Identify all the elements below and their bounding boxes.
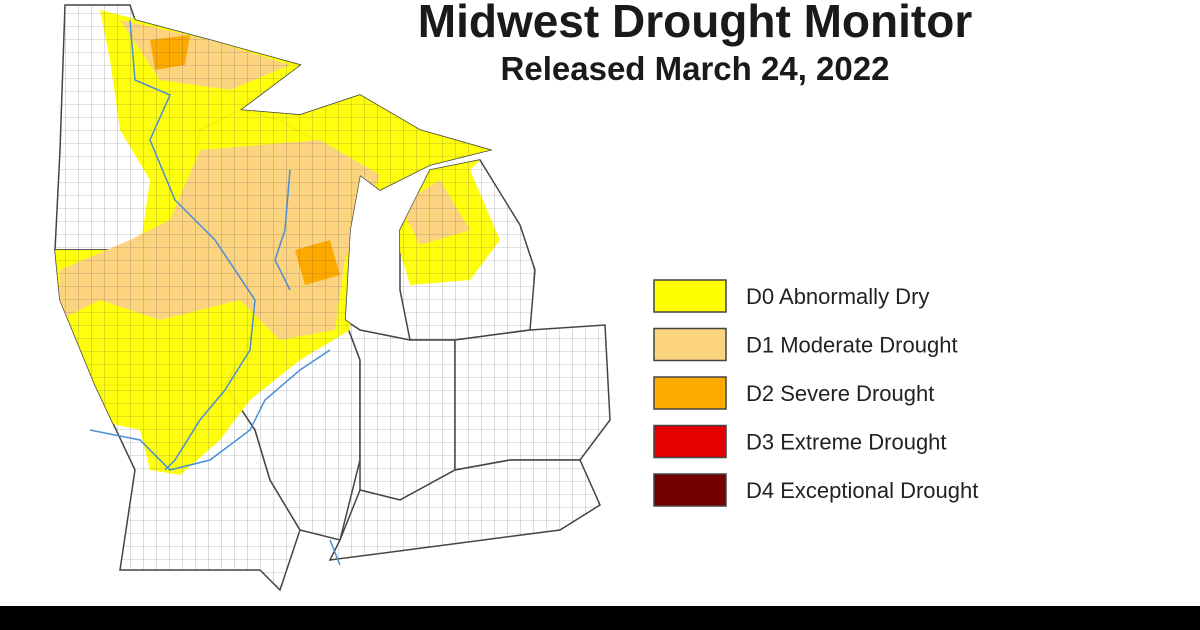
title: Midwest Drought Monitor: [417, 0, 973, 47]
legend-label: D0 Abnormally Dry: [746, 284, 929, 309]
legend-swatch: [653, 376, 727, 410]
legend-swatch: [653, 279, 727, 313]
county-lines: [55, 5, 610, 590]
legend-label: D3 Extreme Drought: [746, 429, 947, 454]
legend-label: D2 Severe Drought: [746, 381, 934, 406]
rivers: [89, 19, 341, 566]
legend-swatch: [653, 424, 727, 459]
bottom-bar: [0, 606, 1200, 630]
legend-swatch: [653, 473, 727, 507]
subtitle: Released March 24, 2022: [500, 50, 890, 87]
legend-label: D1 Moderate Drought: [746, 332, 958, 357]
map: D0 Abnormally Dry D1 Moderate Drought D2 S…: [54, 4, 978, 592]
legend: D0 Abnormally Dry D1 Moderate Drought D2 S…: [653, 279, 978, 507]
legend-label: D4 Exceptional Drought: [746, 478, 978, 503]
legend-swatch: [653, 327, 727, 362]
